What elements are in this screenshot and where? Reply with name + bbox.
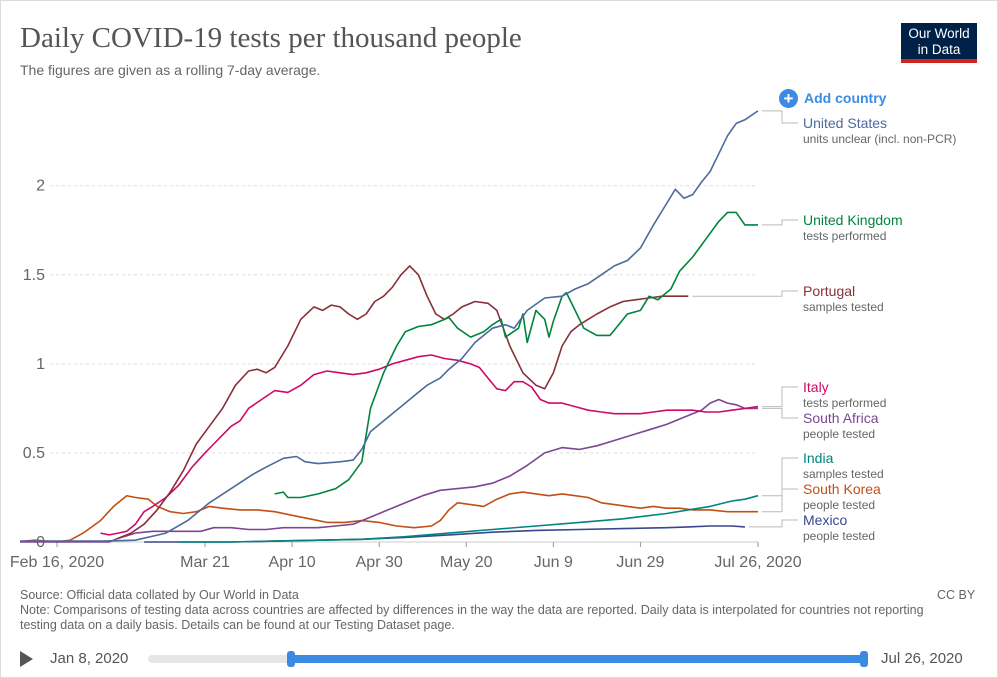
timeline-end-handle[interactable] [860, 651, 868, 667]
chart-subtitle: The figures are given as a rolling 7-day… [20, 62, 321, 78]
series-label: United Kingdom [803, 212, 903, 228]
series-line [100, 354, 759, 536]
series-label: South Africa [803, 410, 879, 426]
add-country-button[interactable]: + Add country [779, 88, 886, 108]
play-icon[interactable] [20, 651, 33, 667]
plus-circle-icon: + [779, 88, 798, 108]
timeline-start-label: Jan 8, 2020 [50, 650, 129, 667]
x-tick-label: Jul 26, 2020 [714, 554, 801, 571]
series-label: United States [803, 115, 887, 131]
x-tick-label: May 20 [440, 554, 493, 571]
series-line [178, 494, 759, 543]
series-line [20, 491, 758, 543]
y-tick-label: 0.5 [23, 445, 45, 462]
series-note: people tested [803, 427, 875, 441]
timeline-track[interactable] [148, 651, 868, 667]
comparison-note: Note: Comparisons of testing data across… [20, 603, 924, 632]
label-connector [762, 110, 798, 124]
series-note: units unclear (incl. non-PCR) [803, 132, 956, 146]
label-connector [762, 488, 798, 513]
series-label: India [803, 450, 834, 466]
logo-bar [901, 59, 977, 63]
x-tick-label: Apr 10 [269, 554, 316, 571]
label-connector [762, 219, 798, 226]
chart-footer: Source: Official data collated by Our Wo… [20, 588, 980, 633]
series-line [20, 398, 758, 543]
series-label: South Korea [803, 481, 881, 497]
logo-line-1: Our World [908, 26, 970, 41]
series-line [117, 265, 689, 540]
license-link[interactable]: CC BY [937, 588, 976, 602]
logo-line-2: in Data [917, 42, 961, 57]
chart-title: Daily COVID-19 tests per thousand people [20, 22, 522, 54]
series-line [274, 211, 758, 499]
series-label: Portugal [803, 283, 855, 299]
owid-logo[interactable]: Our World in Data [901, 23, 977, 63]
series-note: people tested [803, 498, 875, 512]
timeline: Jan 8, 2020 Jul 26, 2020 [20, 646, 980, 672]
label-connector [762, 457, 798, 497]
series-note: people tested [803, 529, 875, 543]
y-tick-label: 1 [36, 356, 45, 373]
label-connector [692, 290, 798, 297]
series-note: tests performed [803, 229, 886, 243]
x-tick-label: Apr 30 [356, 554, 403, 571]
label-connector [762, 386, 798, 408]
timeline-selected-range [291, 655, 864, 663]
add-country-label: Add country [804, 90, 887, 106]
series-note: tests performed [803, 396, 886, 410]
label-connector [748, 519, 798, 528]
label-connector [762, 407, 798, 419]
timeline-end-label: Jul 26, 2020 [881, 650, 963, 667]
y-tick-label: 2 [36, 178, 45, 195]
series-label: Italy [803, 379, 829, 395]
x-tick-label: Jun 29 [616, 554, 664, 571]
source-note: Source: Official data collated by Our Wo… [20, 588, 299, 602]
timeline-start-handle[interactable] [287, 651, 295, 667]
series-label: Mexico [803, 512, 848, 528]
y-tick-label: 1.5 [23, 267, 45, 284]
series-note: samples tested [803, 300, 884, 314]
series-line [20, 110, 759, 542]
x-tick-label: Jun 9 [534, 554, 573, 571]
x-tick-label: Feb 16, 2020 [10, 554, 104, 571]
x-tick-label: Mar 21 [180, 554, 230, 571]
series-note: samples tested [803, 467, 884, 481]
